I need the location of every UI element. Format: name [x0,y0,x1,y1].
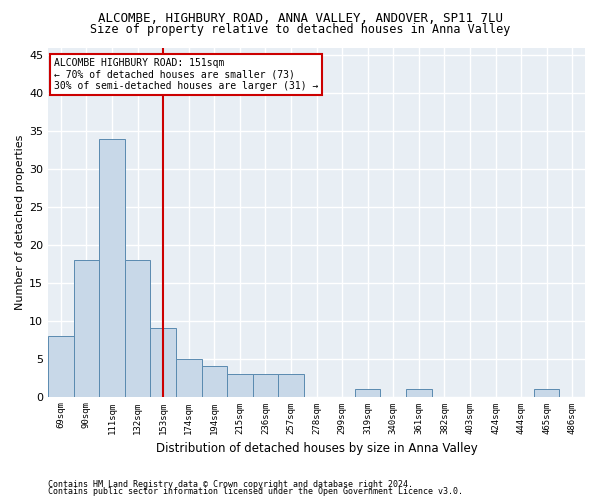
Bar [48,336,74,396]
Bar [355,389,380,396]
Bar [253,374,278,396]
Bar [202,366,227,396]
Bar [74,260,99,396]
X-axis label: Distribution of detached houses by size in Anna Valley: Distribution of detached houses by size … [156,442,478,455]
Bar [125,260,151,396]
Y-axis label: Number of detached properties: Number of detached properties [15,134,25,310]
Text: ALCOMBE, HIGHBURY ROAD, ANNA VALLEY, ANDOVER, SP11 7LU: ALCOMBE, HIGHBURY ROAD, ANNA VALLEY, AND… [97,12,503,26]
Bar [176,358,202,397]
Bar [99,138,125,396]
Text: Contains public sector information licensed under the Open Government Licence v3: Contains public sector information licen… [48,487,463,496]
Bar [534,389,559,396]
Text: Size of property relative to detached houses in Anna Valley: Size of property relative to detached ho… [90,22,510,36]
Text: Contains HM Land Registry data © Crown copyright and database right 2024.: Contains HM Land Registry data © Crown c… [48,480,413,489]
Bar [278,374,304,396]
Bar [406,389,431,396]
Bar [151,328,176,396]
Text: ALCOMBE HIGHBURY ROAD: 151sqm
← 70% of detached houses are smaller (73)
30% of s: ALCOMBE HIGHBURY ROAD: 151sqm ← 70% of d… [53,58,318,91]
Bar [227,374,253,396]
